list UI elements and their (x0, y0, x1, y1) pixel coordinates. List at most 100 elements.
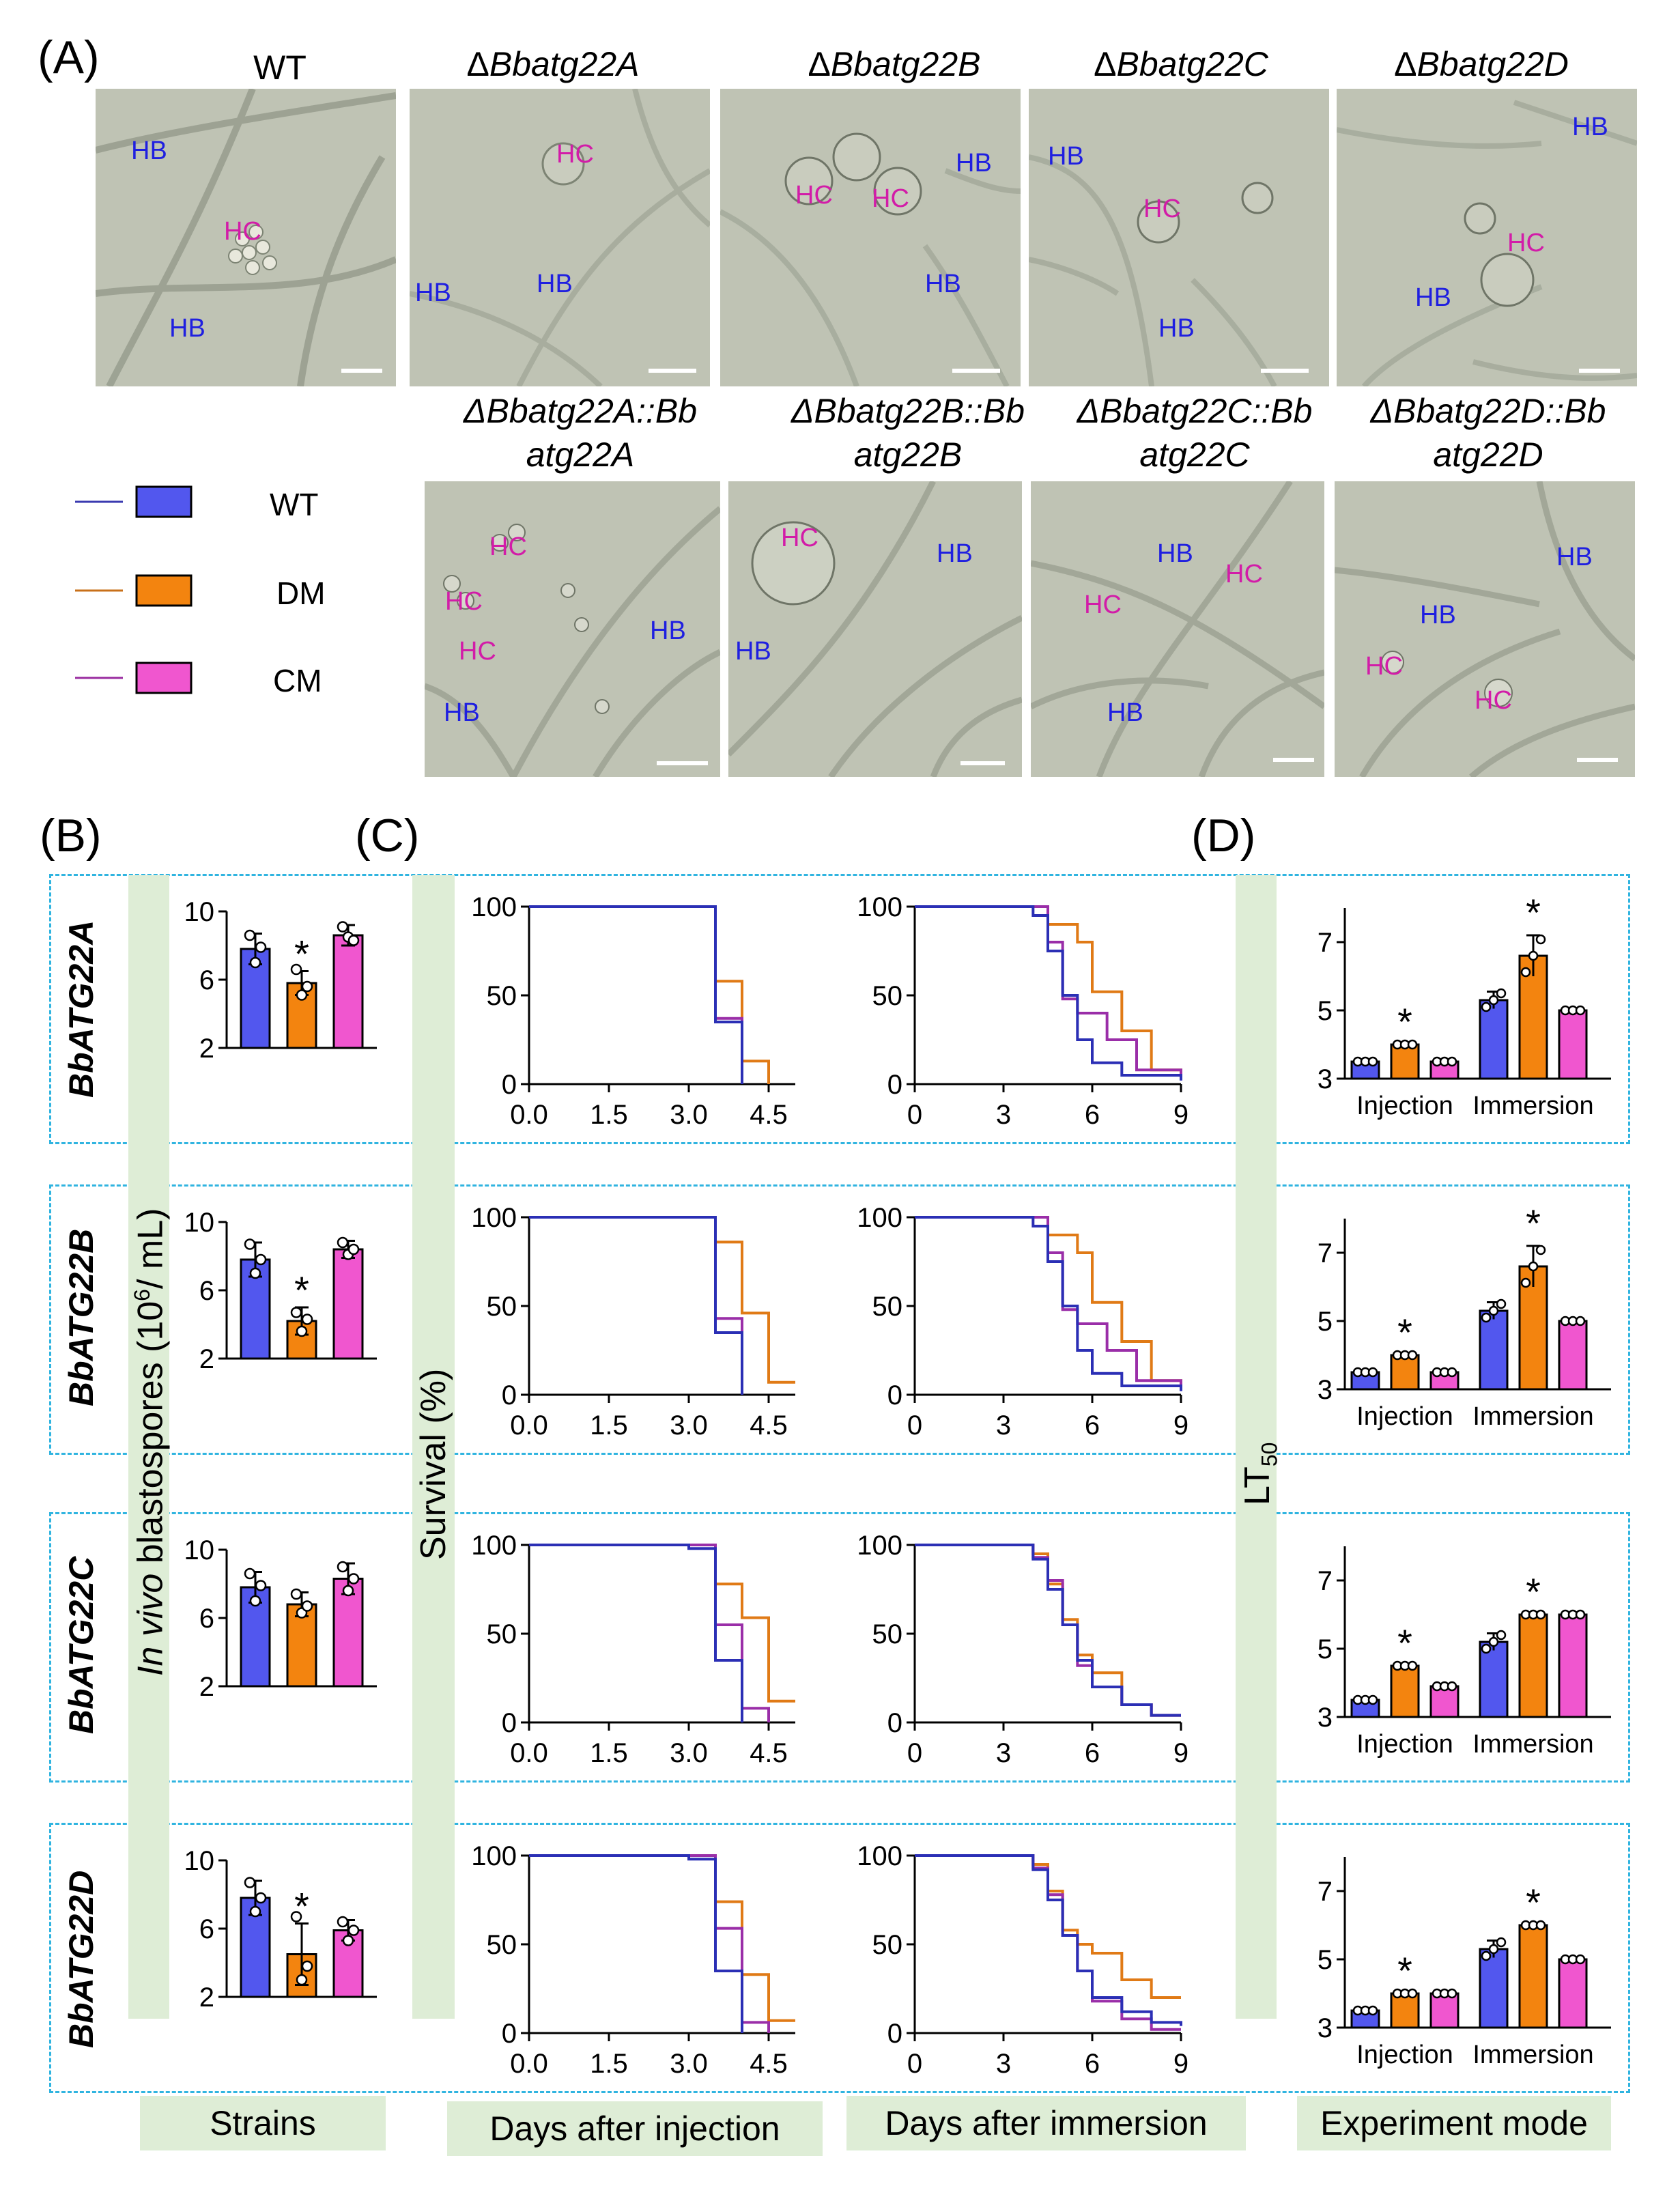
c-imm-x-tick-label: 0 (907, 1100, 922, 1130)
c-inj-series-cm (529, 1544, 770, 1722)
hc-label: HC (1365, 652, 1403, 681)
c-inj-x-tick-label: 1.5 (590, 1410, 628, 1440)
d-data-point (1575, 1316, 1586, 1326)
b-y-tick-label: 6 (199, 1604, 214, 1634)
d-data-point (1575, 1609, 1586, 1620)
c-imm-x-tick-label: 9 (1173, 1100, 1188, 1130)
b-y-tick-label: 10 (184, 1208, 215, 1238)
c-imm-y-tick-label: 50 (872, 1619, 903, 1649)
c-imm-x-tick-label: 6 (1085, 2049, 1100, 2079)
c-imm-x-tick-label: 3 (996, 1410, 1011, 1440)
d-bar-immersion-cm (1558, 1320, 1588, 1391)
b-significance-mark: * (294, 933, 309, 976)
b-data-point (337, 921, 349, 933)
b-data-point (249, 1595, 261, 1607)
d-significance-mark: * (1526, 891, 1541, 934)
legend-item-dm (75, 574, 193, 607)
hb-label: HB (537, 270, 573, 298)
b-y-tick-label: 10 (184, 1846, 215, 1876)
title-line2: atg22A (526, 436, 635, 474)
d-y-tick-label: 3 (1318, 2013, 1333, 2043)
hb-label: HB (925, 270, 961, 298)
c-inj-x-tick-label: 3.0 (670, 2049, 708, 2079)
hb-label: HB (1107, 698, 1143, 727)
micrograph-b: HC HC HB HB (720, 89, 1021, 386)
b-data-point (296, 1325, 308, 1337)
c-imm-x-tick-label: 6 (1085, 1738, 1100, 1768)
d-data-point (1575, 1954, 1586, 1965)
c-imm-y-tick-label: 0 (887, 1380, 902, 1410)
c-imm-x-tick-label: 0 (907, 1410, 922, 1440)
c-inj-series-cm (529, 1216, 743, 1395)
title-line1: ΔBbatg22C::Bb (1077, 392, 1313, 430)
d-y-tick-label: 5 (1318, 996, 1333, 1026)
complement-title-c: ΔBbatg22C::Bb atg22C (1038, 389, 1352, 477)
d-group-label: Immersion (1472, 1402, 1593, 1431)
title-text: Bbatg22B (830, 45, 981, 83)
row-box-d (49, 1823, 1630, 2093)
panel-label-d: (D) (1191, 810, 1256, 862)
b-data-point (337, 1236, 349, 1249)
c-inj-series-dm (529, 905, 770, 1084)
c-inj-x-tick-label: 0.0 (510, 1738, 548, 1768)
panel-label-b: (B) (40, 810, 102, 862)
c-inj-x-tick-label: 3.0 (670, 1100, 708, 1130)
hc-label: HC (1225, 560, 1263, 588)
scale-bar (657, 761, 708, 765)
d-data-point (1367, 1056, 1378, 1067)
b-data-point (301, 1960, 313, 1972)
c-inj-y-tick-label: 50 (487, 1930, 517, 1960)
d-significance-mark: * (1526, 1881, 1541, 1924)
c-inj-y-tick-label: 100 (471, 1203, 517, 1233)
micrograph-comp-b: HC HB HB (728, 481, 1022, 777)
c-imm-y-tick-label: 0 (887, 1070, 902, 1100)
c-imm-x-tick-label: 6 (1085, 1410, 1100, 1440)
micrograph-a: HC HB HB (410, 89, 710, 386)
injection-axis-label: Days after injection (447, 2101, 823, 2156)
d-data-point (1535, 1609, 1546, 1620)
d-y-tick-label: 3 (1318, 1064, 1333, 1094)
c-imm-x-tick-label: 9 (1173, 2049, 1188, 2079)
b-y-tick-label: 6 (199, 1914, 214, 1944)
b-significance-mark: * (294, 1268, 309, 1311)
title-text: Bbatg22A (489, 45, 640, 83)
d-y-tick-label: 3 (1318, 1703, 1333, 1733)
hc-label: HC (1143, 195, 1181, 223)
d-data-point (1520, 1277, 1531, 1288)
micrograph-title-c: ΔBbatg22C (1038, 44, 1324, 84)
b-y-tick-label: 10 (184, 1535, 215, 1565)
b-data-point (296, 989, 308, 1001)
d-group-label: Injection (1356, 1402, 1453, 1431)
scale-bar (341, 369, 382, 373)
b-data-point (290, 1588, 302, 1600)
scale-bar (960, 761, 1005, 765)
d-y-tick-label: 5 (1318, 1307, 1333, 1337)
c-imm-series-wt (915, 1544, 1181, 1717)
d-bar-immersion-cm (1558, 1613, 1588, 1718)
c-inj-y-tick-label: 0 (502, 1708, 517, 1738)
d-group-label: Injection (1356, 2041, 1453, 2069)
d-bar-injection-dm (1390, 1992, 1420, 2029)
title-text: Bbatg22D (1416, 45, 1569, 83)
c-imm-y-tick-label: 0 (887, 1708, 902, 1738)
experiment-mode-label: Experiment mode (1297, 2096, 1611, 2150)
hb-label: HB (650, 616, 686, 645)
c-inj-x-tick-label: 1.5 (590, 2049, 628, 2079)
b-data-point (255, 1253, 267, 1266)
b-data-point (244, 1238, 256, 1250)
b-data-point (255, 941, 267, 953)
c-inj-x-tick-label: 3.0 (670, 1738, 708, 1768)
d-bar-immersion-cm (1558, 1958, 1588, 2029)
c-inj-series-dm (529, 1854, 795, 2022)
d-group-label: Injection (1356, 1092, 1453, 1120)
c-inj-x-tick-label: 0.0 (510, 1410, 548, 1440)
row-box-b (49, 1184, 1630, 1455)
b-y-tick-label: 2 (199, 1034, 214, 1064)
hc-label: HC (1084, 591, 1122, 619)
panel-label-c: (C) (355, 810, 420, 862)
d-significance-mark: * (1397, 1621, 1412, 1664)
b-significance-mark: * (294, 1885, 309, 1928)
d-significance-mark: * (1526, 1202, 1541, 1245)
b-data-point (244, 929, 256, 941)
